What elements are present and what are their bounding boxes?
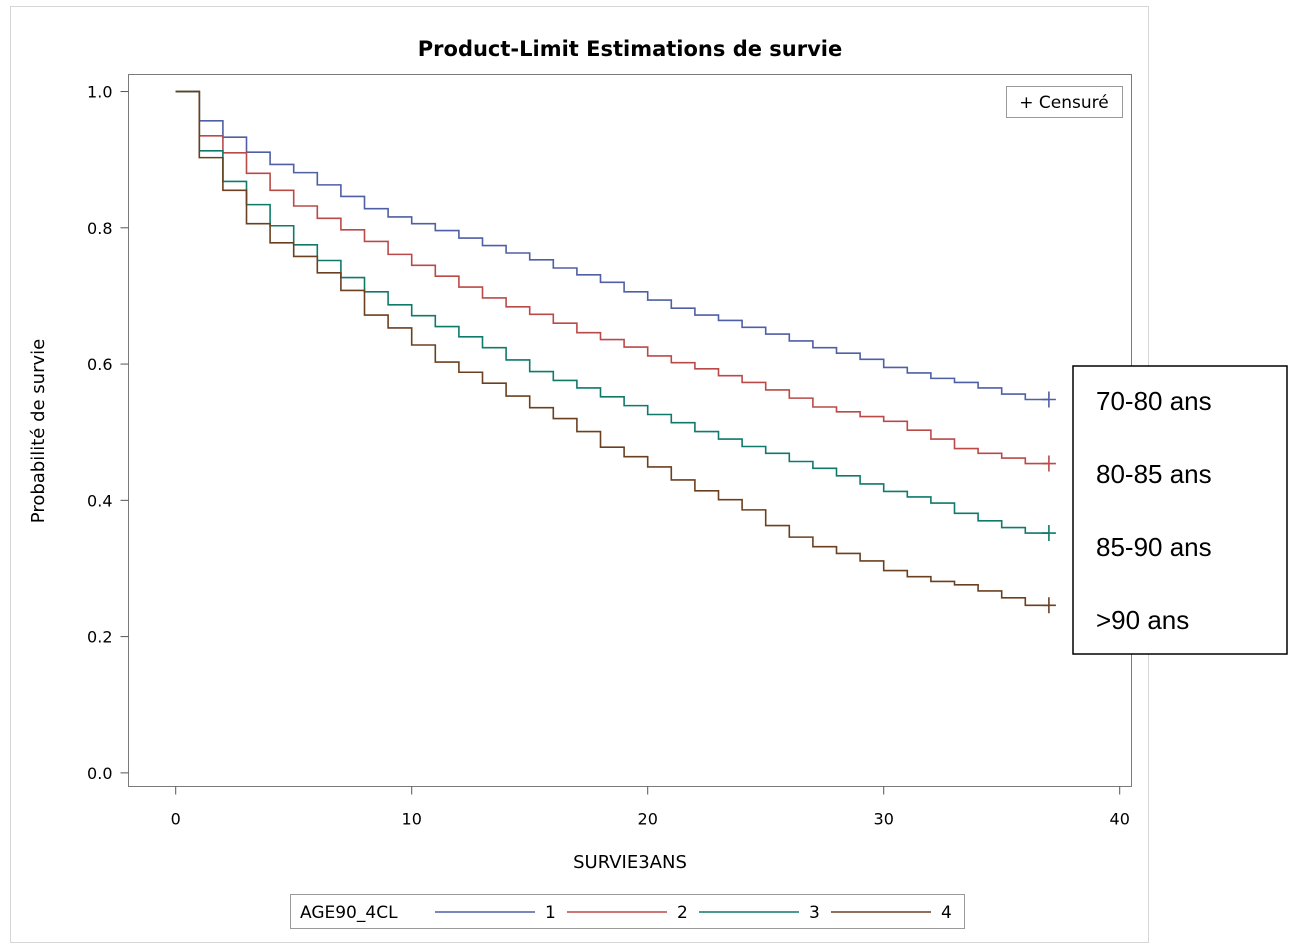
series-line-4 (175, 90, 1049, 607)
x-tick-label: 30 (874, 810, 894, 829)
series-line-1 (175, 90, 1049, 401)
censor-legend-box (1006, 86, 1123, 118)
x-tick-label: 40 (1110, 810, 1130, 829)
y-tick-label: 0.0 (87, 764, 112, 783)
series-layer (175, 90, 1056, 614)
legend-label-3: 3 (809, 903, 820, 923)
annotation-box (1072, 365, 1288, 655)
y-tick-label: 0.8 (87, 219, 112, 238)
annotation-line: >90 ans (1096, 605, 1189, 635)
y-axis-label: Probabilité de survie (28, 339, 49, 523)
x-axis: 0 10 20 30 40 (171, 786, 1130, 829)
y-tick-label: 0.6 (87, 355, 112, 374)
x-tick-label: 20 (638, 810, 658, 829)
annotation-line: 85-90 ans (1096, 532, 1212, 562)
bottom-legend: AGE90_4CL 1 2 3 4 (290, 894, 965, 929)
chart-title: Product-Limit Estimations de survie (418, 37, 842, 61)
legend-label-2: 2 (677, 903, 688, 923)
x-tick-label: 0 (171, 810, 181, 829)
y-tick-label: 0.2 (87, 628, 112, 647)
censor-mark-2 (1041, 455, 1056, 472)
censor-mark-4 (1041, 597, 1056, 614)
series-line-2 (175, 90, 1049, 465)
legend-label-4: 4 (941, 903, 952, 923)
censor-legend-text: + Censuré (1019, 93, 1108, 113)
legend-entries: 1 2 3 4 (435, 903, 952, 923)
censor-mark-1 (1041, 391, 1056, 408)
legend-label-1: 1 (545, 903, 556, 923)
censor-mark-3 (1041, 525, 1056, 542)
x-tick-label: 10 (402, 810, 422, 829)
graph-border (10, 6, 1149, 943)
y-tick-label: 0.4 (87, 491, 112, 510)
y-axis: 0.0 0.2 0.4 0.6 0.8 1.0 (87, 83, 129, 783)
y-tick-label: 1.0 (87, 83, 112, 102)
age-range-annotation: 70-80 ans 80-85 ans 85-90 ans >90 ans (1072, 365, 1288, 655)
x-axis-label: SURVIE3ANS (573, 852, 687, 873)
annotation-line: 70-80 ans (1096, 386, 1212, 416)
annotation-line: 80-85 ans (1096, 459, 1212, 489)
series-line-3 (175, 90, 1049, 534)
legend-title: AGE90_4CL (300, 903, 398, 923)
censor-legend: + Censuré (1006, 86, 1123, 118)
annotation-lines: 70-80 ans 80-85 ans 85-90 ans >90 ans (1096, 386, 1212, 635)
